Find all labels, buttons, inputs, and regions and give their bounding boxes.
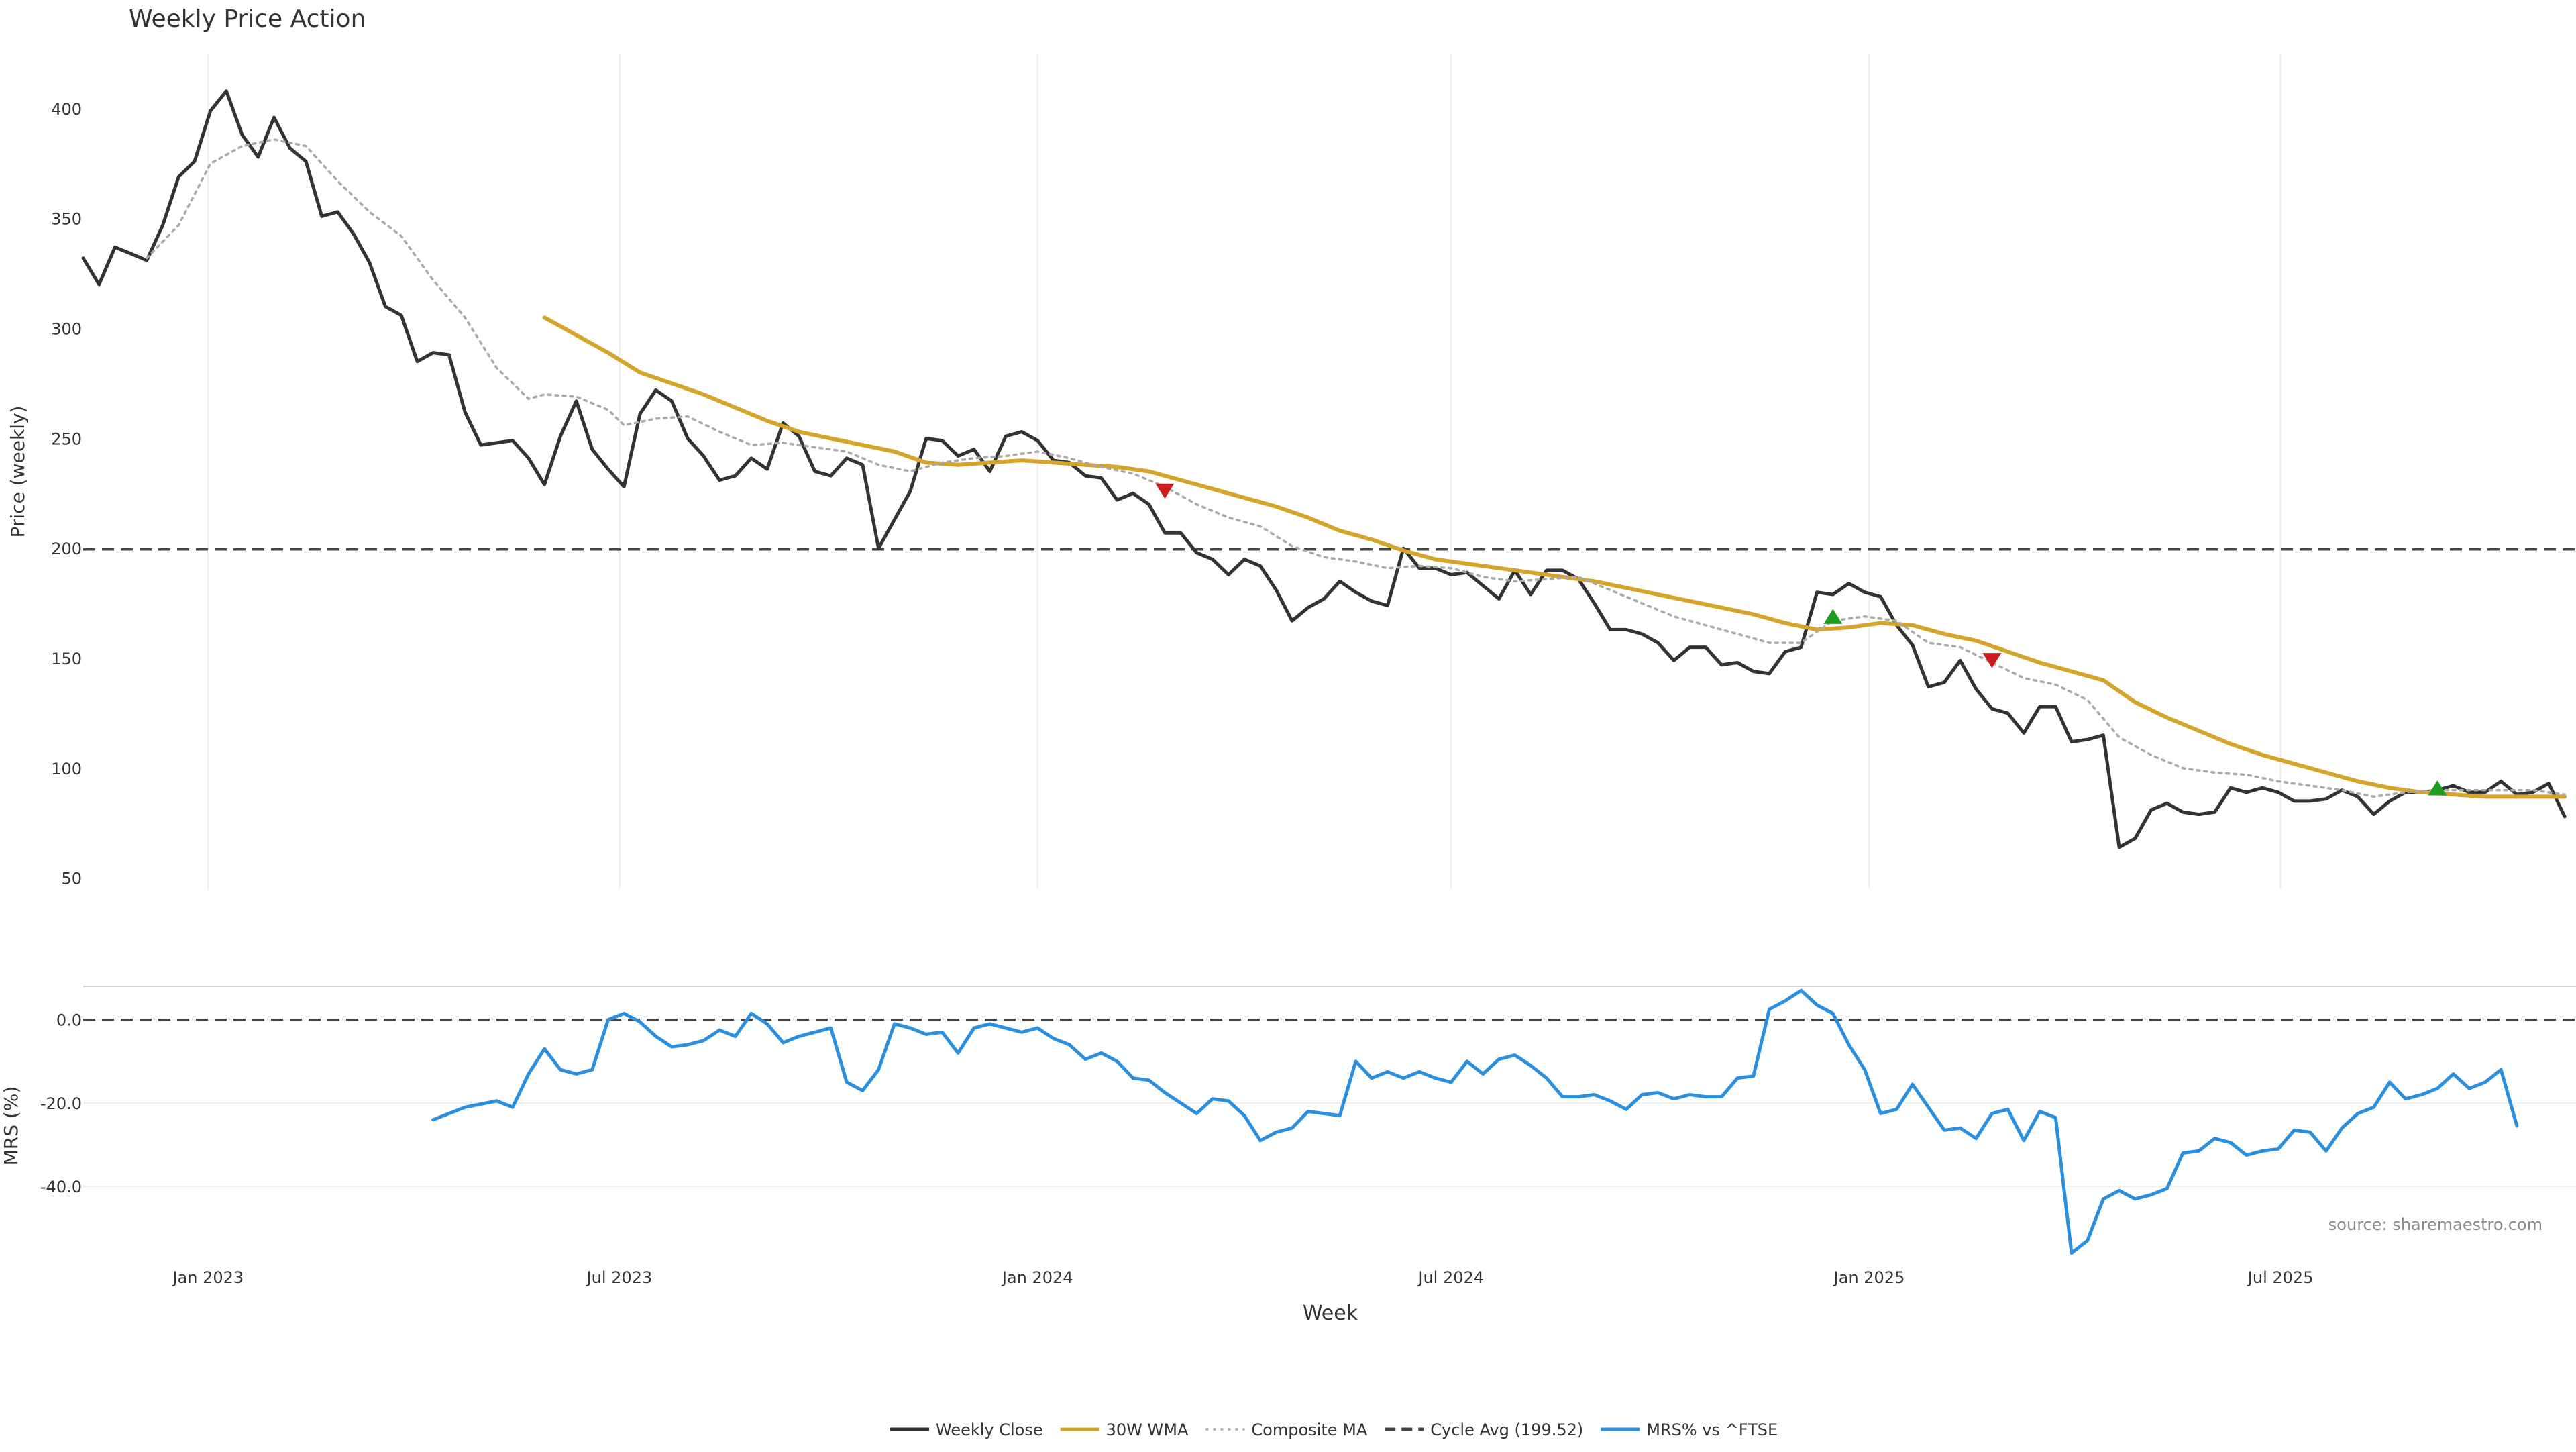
tick-labels: Jan 2023 Jul 2023 Jan 2024 Jul 2024 Jan 2025… <box>40 100 2314 1287</box>
x-tick-label: Jan 2025 <box>1833 1268 1905 1287</box>
legend-label: Cycle Avg (199.52) <box>1430 1420 1583 1439</box>
price-y-tick-label: 50 <box>61 870 82 888</box>
legend-label: 30W WMA <box>1106 1420 1189 1439</box>
x-tick-label: Jan 2023 <box>171 1268 244 1287</box>
grid-layer <box>83 54 2576 1188</box>
reference-lines <box>83 548 2576 1021</box>
buy-signal-marker <box>2428 780 2447 796</box>
series-layer <box>81 89 2567 1255</box>
price-y-tick-label: 250 <box>51 429 82 448</box>
legend-label: Weekly Close <box>936 1420 1043 1439</box>
legend-item: MRS% vs ^FTSE <box>1601 1420 1778 1439</box>
legend-item: 30W WMA <box>1060 1420 1189 1439</box>
mrs-y-axis-label: MRS (%) <box>0 1086 22 1166</box>
x-tick-label: Jul 2025 <box>2247 1268 2314 1287</box>
legend-item: Composite MA <box>1205 1420 1368 1439</box>
chart-title: Weekly Price Action <box>129 5 366 33</box>
price-y-tick-label: 400 <box>51 100 82 119</box>
legend: Weekly Close 30W WMA Composite MA Cycle Avg… <box>890 1420 1778 1439</box>
buy-signal-marker <box>1823 609 1843 624</box>
series-mrs-vs-ftse-line <box>431 988 2519 1255</box>
x-tick-label: Jul 2023 <box>586 1268 653 1287</box>
x-tick-label: Jul 2024 <box>1417 1268 1484 1287</box>
legend-label: Composite MA <box>1251 1420 1367 1439</box>
price-y-axis-label: Price (weekly) <box>7 406 29 538</box>
series-composite-ma-line <box>146 138 2566 798</box>
x-tick-label: Jan 2024 <box>1001 1268 1073 1287</box>
sell-signal-marker <box>1982 653 2002 668</box>
sell-signal-marker <box>1155 483 1175 499</box>
price-y-tick-label: 350 <box>51 210 82 229</box>
price-y-tick-label: 300 <box>51 320 82 339</box>
price-y-tick-label: 100 <box>51 760 82 778</box>
mrs-y-tick-label: -40.0 <box>40 1178 82 1196</box>
mrs-y-tick-label: -20.0 <box>40 1094 82 1113</box>
series-weekly-close-line <box>81 89 2567 849</box>
legend-item: Cycle Avg (199.52) <box>1385 1420 1583 1439</box>
series-30w-wma-line <box>542 315 2567 799</box>
source-label: source: sharemaestro.com <box>2328 1215 2542 1234</box>
x-axis-label: Week <box>1303 1302 1358 1325</box>
price-y-tick-label: 150 <box>51 650 82 668</box>
legend-label: MRS% vs ^FTSE <box>1646 1420 1778 1439</box>
signal-markers <box>1155 483 2447 796</box>
mrs-y-tick-label: 0.0 <box>56 1011 82 1030</box>
legend-item: Weekly Close <box>890 1420 1043 1439</box>
price-y-tick-label: 200 <box>51 539 82 558</box>
